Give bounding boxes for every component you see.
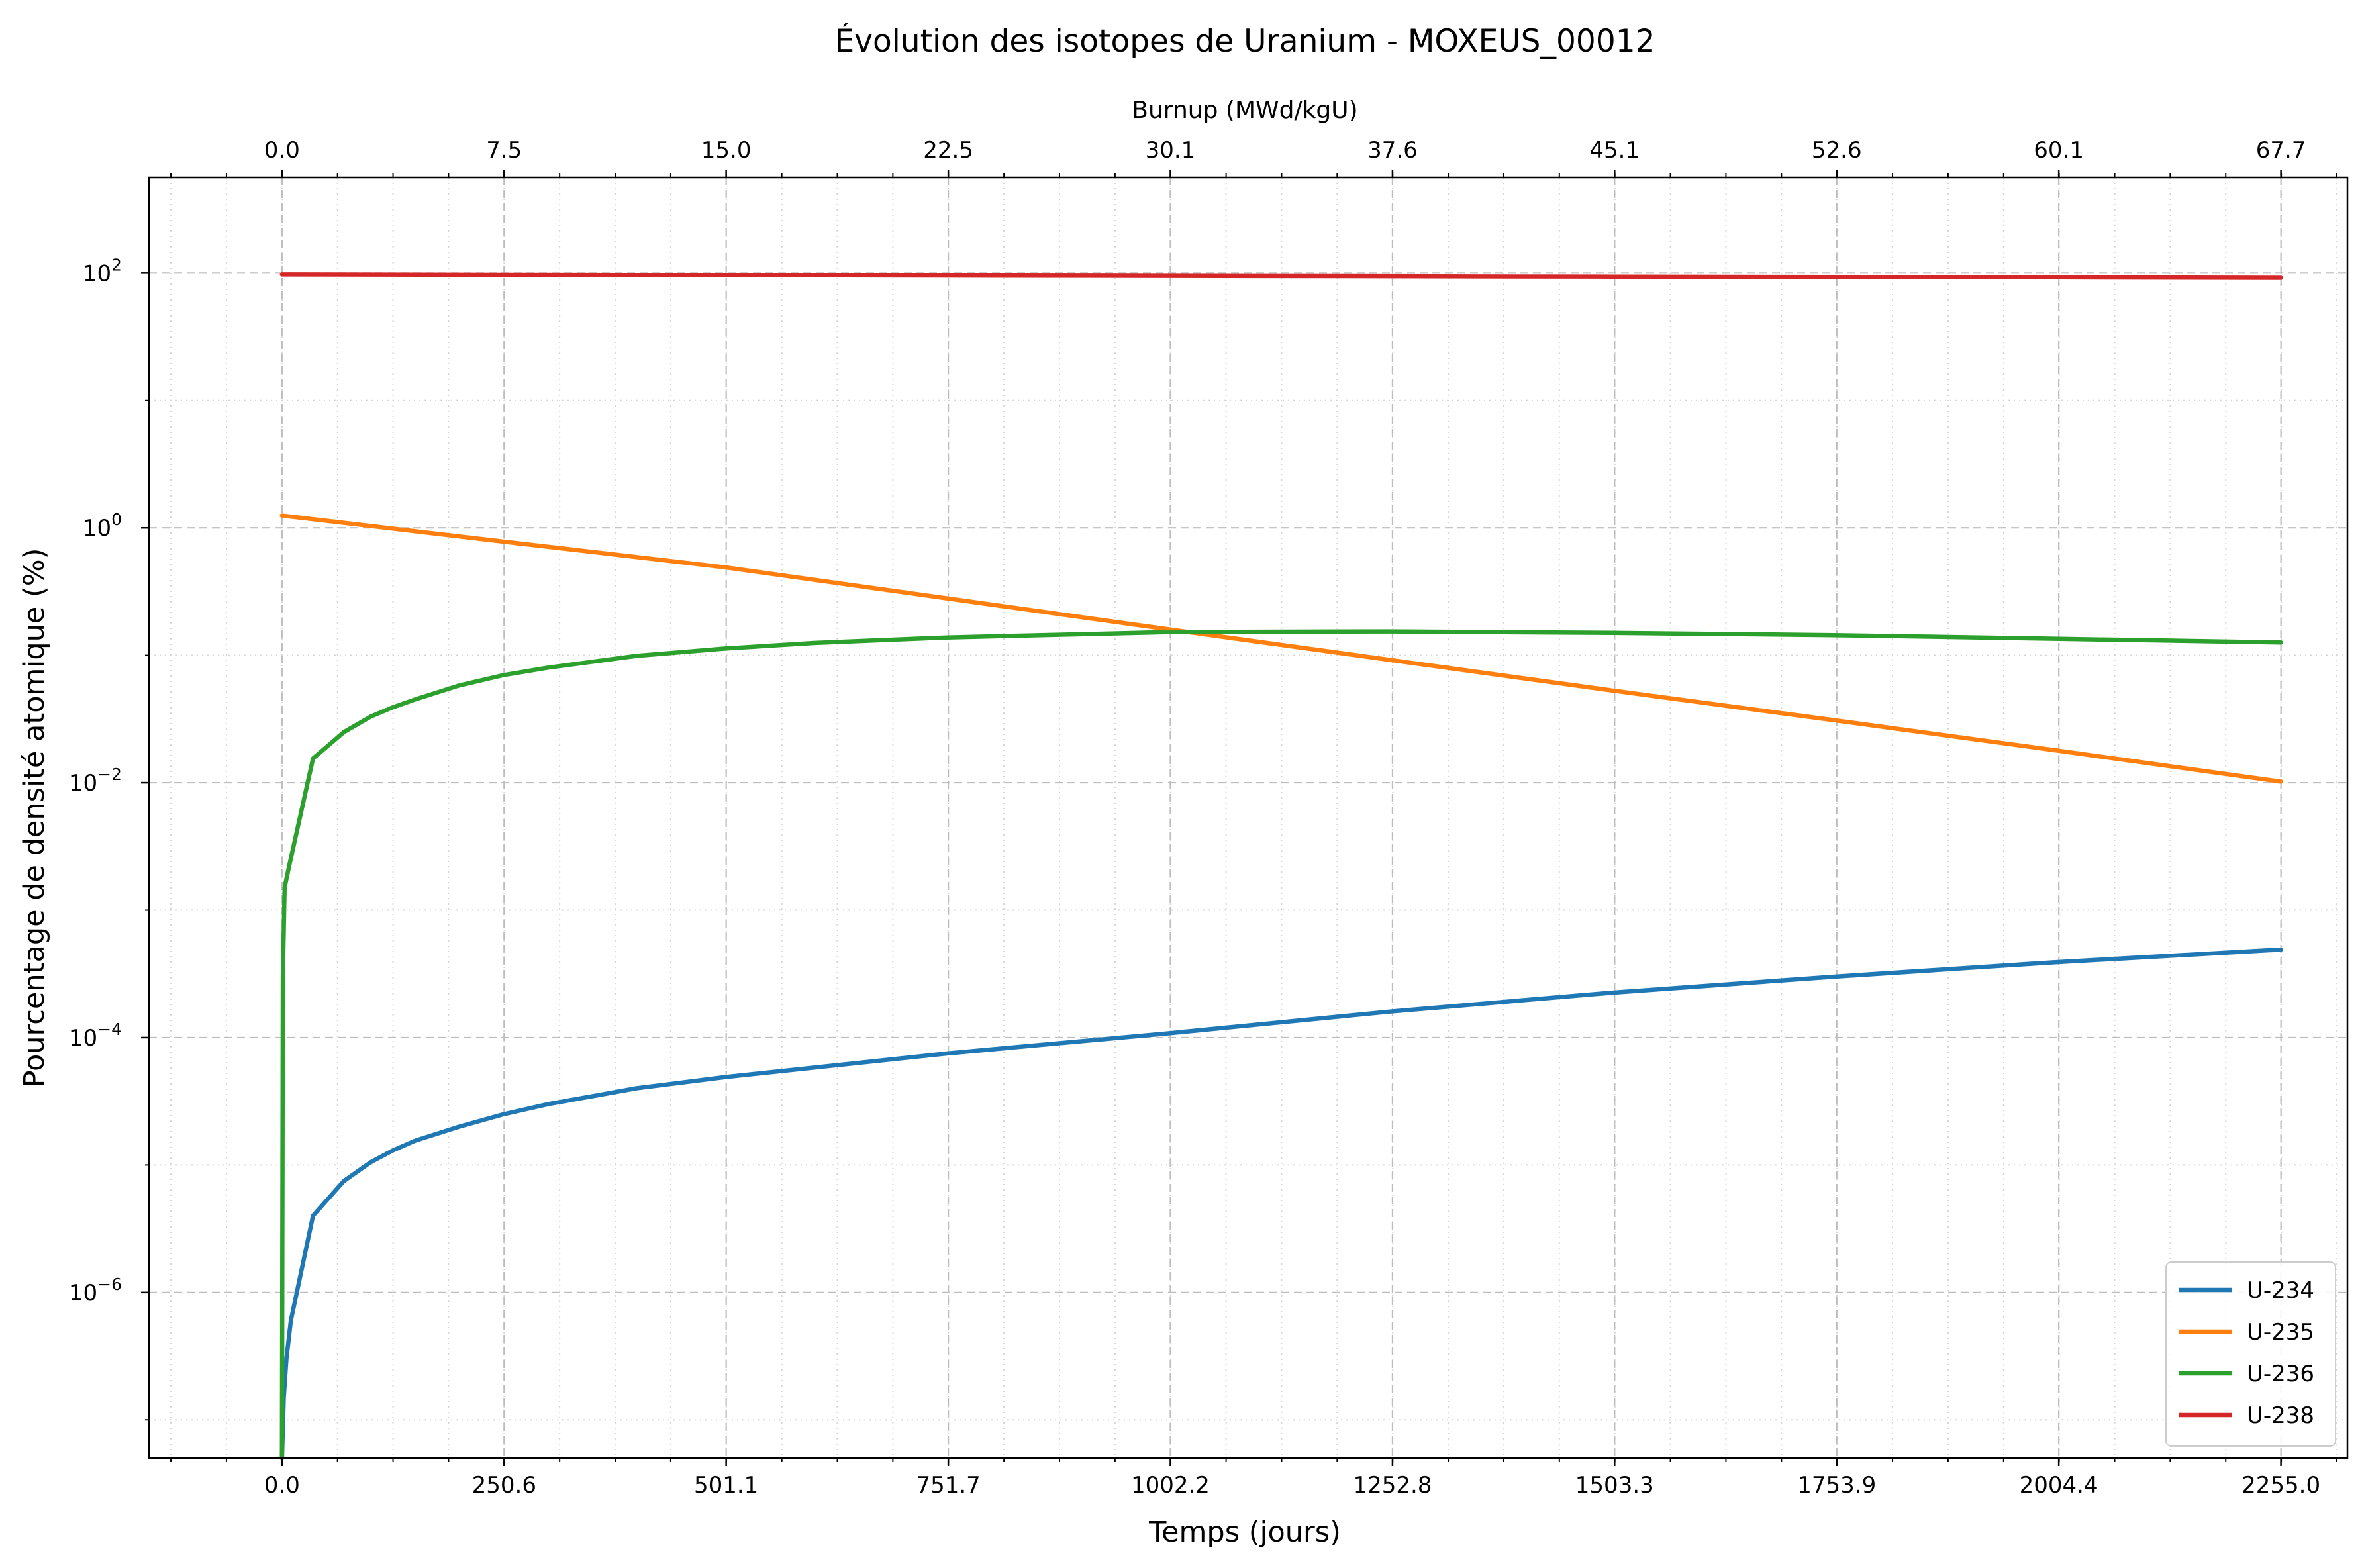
- x-tick-label: 2004.4: [2020, 1472, 2098, 1498]
- y-tick-label: 10−2: [69, 765, 122, 797]
- x2-tick-label: 7.5: [486, 137, 522, 164]
- y-tick-label: 100: [83, 510, 122, 542]
- legend: U-234 U-235 U-236 U-238: [2165, 1261, 2336, 1447]
- x-tick-label: 250.6: [472, 1472, 536, 1498]
- grid: [149, 177, 2347, 1458]
- x-tick-label: 2255.0: [2241, 1472, 2320, 1498]
- x-tick-label: 501.1: [694, 1472, 758, 1498]
- legend-label-u-238: U-238: [2247, 1402, 2314, 1429]
- series-line-u-235: [279, 513, 2283, 784]
- series-lines: [279, 272, 2283, 1461]
- top-axis-label: Burnup (MWd/kgU): [1132, 97, 1357, 124]
- x2-tick-label: 15.0: [701, 137, 752, 164]
- plot-frame: [148, 176, 2349, 1459]
- x-tick-label: 1002.2: [1131, 1472, 1210, 1498]
- series-line-u-236: [279, 629, 2283, 1461]
- x2-tick-label: 60.1: [2034, 137, 2084, 164]
- legend-label-u-235: U-235: [2247, 1319, 2314, 1346]
- y-tick-label: 10−4: [69, 1020, 122, 1052]
- legend-label-u-234: U-234: [2247, 1277, 2314, 1304]
- x2-tick-label: 22.5: [923, 137, 973, 164]
- x-tick-label: 751.7: [916, 1472, 980, 1498]
- x2-tick-label: 45.1: [1589, 137, 1640, 164]
- legend-label-u-236: U-236: [2247, 1361, 2314, 1387]
- axis-ticks: 0.0 250.6 501.1 751.7 1002.2 1252.8 1503.3 1753…: [69, 137, 2338, 1498]
- series-line-u-238: [279, 272, 2283, 280]
- x-tick-label: 0.0: [264, 1472, 300, 1498]
- x-tick-label: 1503.3: [1575, 1472, 1654, 1498]
- x-axis-label: Temps (jours): [1148, 1516, 1341, 1549]
- x2-tick-label: 52.6: [1812, 137, 1862, 164]
- legend-box: [2165, 1261, 2336, 1447]
- x2-tick-label: 67.7: [2256, 137, 2306, 164]
- x2-tick-label: 37.6: [1367, 137, 1418, 164]
- x-tick-label: 1753.9: [1797, 1472, 1876, 1498]
- series-line-u-234: [279, 947, 2283, 1461]
- x2-tick-label: 30.1: [1146, 137, 1196, 164]
- x-tick-label: 1252.8: [1353, 1472, 1432, 1498]
- y-tick-label: 102: [83, 255, 122, 287]
- x2-tick-label: 0.0: [264, 137, 300, 164]
- chart-title: Évolution des isotopes de Uranium - MOXE…: [834, 23, 1655, 60]
- y-tick-label: 10−6: [69, 1275, 122, 1306]
- y-axis-label: Pourcentage de densité atomique (%): [18, 548, 51, 1088]
